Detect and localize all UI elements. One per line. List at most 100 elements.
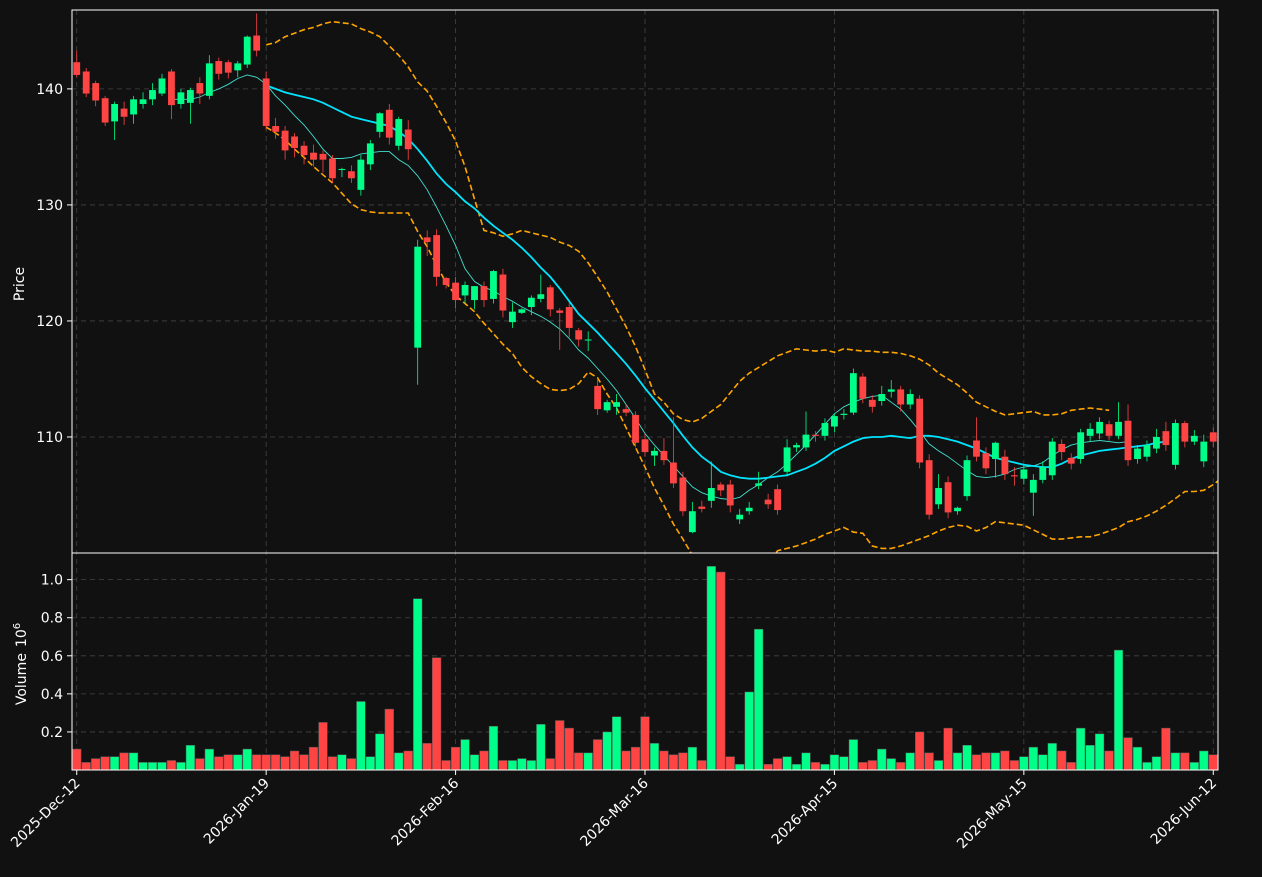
candle-body-6 [130, 99, 137, 115]
candle-body-118 [1190, 435, 1198, 442]
volume-bar-120 [1208, 754, 1218, 771]
volume-bar-61 [649, 743, 660, 771]
candle-body-32 [376, 113, 384, 132]
candle-body-63 [670, 462, 677, 484]
candle-body-92 [944, 482, 952, 513]
candle-body-85 [878, 394, 886, 402]
candle-body-2 [92, 83, 100, 101]
candle-body-58 [622, 409, 630, 413]
volume-bar-98 [1000, 750, 1010, 771]
candles [73, 13, 1217, 534]
volume-bar-69 [725, 756, 735, 771]
volume-bar-81 [839, 756, 849, 771]
candle-body-34 [395, 119, 403, 146]
volume-tick-label-4: 1.0 [41, 573, 63, 589]
volume-bar-107 [1085, 745, 1095, 771]
candle-body-80 [831, 416, 838, 427]
volume-bar-35 [403, 750, 413, 771]
volume-bar-0 [72, 748, 82, 771]
volume-tick-label-3: 0.8 [41, 611, 63, 627]
volume-bar-22 [280, 756, 290, 771]
candle-body-111 [1124, 420, 1132, 461]
candle-body-46 [508, 311, 516, 323]
volume-bar-36 [413, 598, 423, 771]
volume-bar-67 [706, 566, 716, 771]
volume-bar-110 [1113, 649, 1124, 771]
volume-bar-102 [1038, 754, 1048, 771]
candle-body-101 [1029, 479, 1037, 493]
candle-body-60 [641, 439, 649, 453]
volume-bar-52 [564, 727, 574, 771]
volume-bar-38 [432, 657, 442, 771]
volume-bar-99 [1009, 760, 1019, 771]
volume-bar-49 [536, 724, 546, 771]
candle-body-97 [992, 442, 999, 460]
candle-body-70 [736, 514, 744, 520]
candle-body-14 [205, 63, 213, 96]
candle-body-66 [698, 506, 706, 509]
volume-bar-66 [697, 760, 707, 771]
volume-axis-label-text: Volume [14, 653, 30, 705]
candle-body-87 [897, 389, 905, 405]
candle-body-11 [177, 92, 185, 104]
candle-body-33 [385, 109, 393, 138]
candle-body-74 [774, 489, 782, 511]
candle-body-5 [120, 108, 128, 117]
volume-bar-8 [147, 762, 158, 771]
volume-bar-75 [782, 756, 792, 771]
price-tick-label-0: 110 [36, 430, 63, 446]
volume-bar-12 [185, 745, 195, 771]
volume-bar-114 [1151, 756, 1162, 771]
candle-body-103 [1048, 441, 1056, 476]
candle-body-114 [1153, 436, 1160, 449]
candle-body-104 [1058, 443, 1066, 453]
candle-body-41 [461, 284, 469, 296]
candle-body-36 [414, 246, 422, 348]
volume-bar-1 [81, 762, 91, 771]
candle-body-44 [490, 271, 497, 299]
volume-bar-112 [1132, 746, 1143, 771]
candle-body-20 [262, 78, 270, 127]
candle-body-59 [632, 414, 639, 443]
volume-bar-56 [602, 731, 612, 771]
volume-bar-25 [308, 746, 319, 771]
volume-bar-105 [1066, 762, 1076, 771]
candle-body-42 [471, 286, 478, 301]
volume-bar-46 [507, 760, 518, 771]
candle-body-120 [1209, 432, 1217, 442]
volume-bar-21 [271, 754, 281, 771]
volume-bar-115 [1161, 727, 1171, 771]
candle-body-95 [973, 440, 980, 457]
volume-bar-29 [346, 758, 357, 771]
candle-body-49 [537, 294, 545, 299]
price-ticks: 110 120 130 140 [36, 82, 72, 446]
candle-body-19 [253, 35, 261, 51]
volume-bar-87 [896, 762, 906, 771]
candle-body-69 [726, 484, 734, 506]
candle-body-45 [499, 274, 507, 311]
candle-body-7 [139, 99, 147, 104]
candle-body-110 [1115, 421, 1122, 436]
volume-bar-108 [1095, 733, 1105, 771]
candle-body-64 [679, 477, 687, 512]
volume-bar-55 [593, 739, 603, 771]
candle-body-39 [442, 278, 450, 285]
volume-bar-43 [479, 750, 489, 771]
candle-body-81 [840, 413, 848, 415]
volume-bar-14 [204, 748, 214, 771]
candle-body-1 [82, 71, 90, 94]
volume-bar-117 [1180, 752, 1190, 771]
volume-bar-26 [318, 722, 328, 771]
candle-body-90 [925, 460, 933, 515]
price-axis-label: Price [12, 267, 28, 301]
volume-bar-104 [1057, 750, 1067, 771]
volume-bar-23 [289, 750, 300, 771]
volume-bar-50 [545, 758, 555, 771]
volume-bar-88 [905, 752, 915, 771]
price-tick-label-3: 140 [36, 82, 63, 98]
candle-body-56 [603, 402, 611, 411]
volume-bar-6 [128, 752, 139, 771]
volume-bar-47 [517, 758, 527, 771]
candle-body-50 [546, 287, 554, 310]
